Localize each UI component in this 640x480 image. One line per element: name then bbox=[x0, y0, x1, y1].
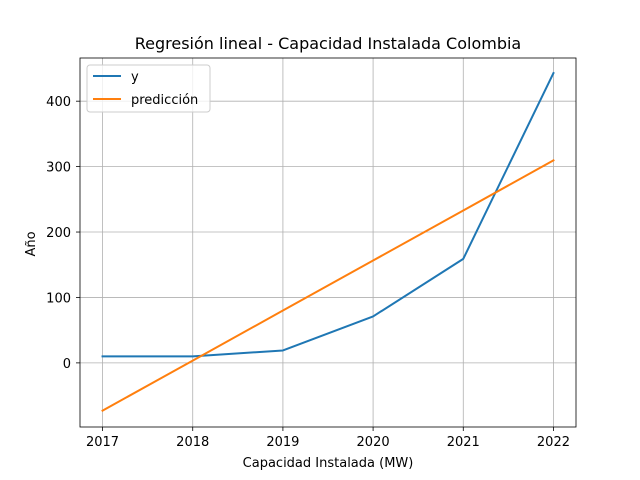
plot-frame bbox=[79, 57, 577, 428]
x-tick-label: 2021 bbox=[447, 435, 480, 450]
y-tick-label: 200 bbox=[46, 226, 71, 241]
legend: y predicción bbox=[86, 64, 211, 113]
chart-title: Regresión lineal - Capacidad Instalada C… bbox=[135, 34, 521, 53]
x-tick-label: 2022 bbox=[537, 435, 570, 450]
tick-labels: 2017 2018 2019 2020 2021 2022 0 100 200 300 400 bbox=[46, 95, 570, 450]
x-tick-label: 2019 bbox=[266, 435, 299, 450]
series-lines bbox=[101, 71, 555, 413]
x-axis-title: Capacidad Instalada (MW) bbox=[243, 456, 414, 471]
axes bbox=[76, 57, 577, 431]
series-line-prediccion bbox=[101, 159, 555, 413]
y-tick-label: 0 bbox=[63, 357, 71, 372]
series-line-y bbox=[101, 71, 555, 358]
grid-lines bbox=[80, 58, 576, 427]
legend-label: y bbox=[131, 70, 139, 85]
y-tick-label: 100 bbox=[46, 291, 71, 306]
y-tick-label: 300 bbox=[46, 161, 71, 176]
x-tick-label: 2018 bbox=[176, 435, 209, 450]
x-tick-label: 2020 bbox=[357, 435, 390, 450]
legend-label: predicción bbox=[131, 93, 198, 108]
y-axis-title: Año bbox=[24, 231, 39, 256]
y-tick-label: 400 bbox=[46, 95, 71, 110]
x-tick-label: 2017 bbox=[86, 435, 119, 450]
